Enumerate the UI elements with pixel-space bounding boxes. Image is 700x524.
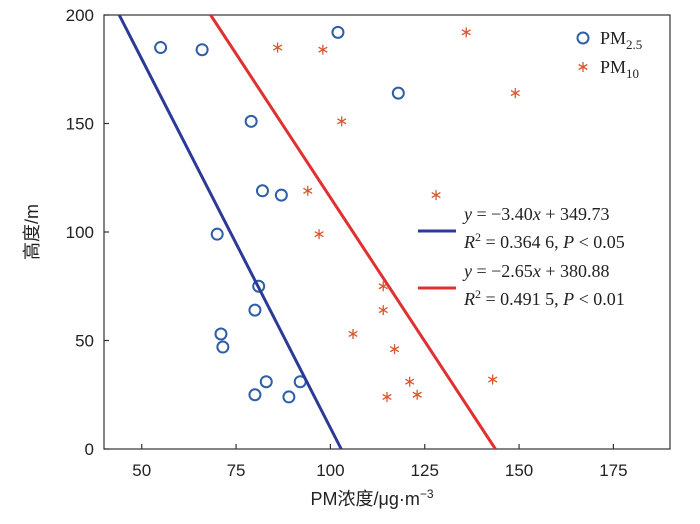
fit-equations: y = −3.40x + 349.73 R2 = 0.364 6, P < 0.0… bbox=[418, 204, 625, 309]
data-point-pm10 bbox=[303, 185, 313, 196]
y-tick-label: 50 bbox=[75, 332, 94, 351]
data-point-pm25 bbox=[154, 41, 168, 55]
data-point-pm25 bbox=[210, 227, 224, 241]
data-point-pm10 bbox=[272, 42, 283, 53]
legend-item-pm25-label: PM2.5 bbox=[600, 28, 642, 52]
data-point-pm25 bbox=[259, 375, 273, 389]
data-point-pm10 bbox=[510, 88, 520, 99]
legend: PM2.5 PM10 bbox=[576, 28, 642, 81]
data-point-pm10 bbox=[378, 305, 388, 316]
data-point-pm10 bbox=[461, 27, 471, 38]
data-point-pm10 bbox=[337, 116, 347, 127]
regression-stats: R2 = 0.364 6, P < 0.05 bbox=[463, 230, 625, 252]
data-point-pm25 bbox=[244, 114, 258, 128]
data-point-pm10 bbox=[412, 389, 422, 400]
x-tick-label: 150 bbox=[505, 461, 533, 480]
regression-equation: y = −3.40x + 349.73 bbox=[462, 204, 609, 224]
fit-line-pm25 bbox=[117, 14, 343, 450]
data-point-pm10 bbox=[314, 229, 324, 240]
data-point-pm10 bbox=[389, 344, 400, 355]
data-point-pm10 bbox=[348, 328, 358, 339]
regression-stats: R2 = 0.491 5, P < 0.01 bbox=[463, 287, 625, 309]
x-tick-label: 175 bbox=[599, 461, 627, 480]
data-point-pm25 bbox=[331, 25, 345, 39]
legend-item-pm10-label: PM10 bbox=[600, 57, 639, 81]
data-point-pm10 bbox=[318, 44, 328, 55]
data-point-pm10 bbox=[487, 374, 498, 385]
data-point-pm25 bbox=[195, 43, 209, 57]
x-tick-label: 100 bbox=[316, 461, 344, 480]
data-point-pm25 bbox=[282, 390, 296, 404]
data-point-pm25 bbox=[252, 279, 266, 293]
x-axis-title: PM浓度/μg·m−3 bbox=[310, 487, 433, 509]
x-tick-label: 50 bbox=[132, 461, 151, 480]
fit-line-pm10 bbox=[209, 14, 497, 450]
axes: 50 75 100 125 150 175 0 50 100 150 200 bbox=[66, 6, 628, 480]
y-tick-label: 100 bbox=[66, 223, 94, 242]
data-point-pm10 bbox=[431, 190, 441, 201]
data-point-pm10 bbox=[404, 376, 415, 387]
data-marks bbox=[154, 25, 520, 404]
data-point-pm25 bbox=[214, 327, 228, 341]
data-point-pm25 bbox=[274, 188, 288, 202]
data-point-pm10 bbox=[382, 391, 392, 402]
regression-equation: y = −2.65x + 380.88 bbox=[462, 261, 609, 281]
legend-marker-pm10 bbox=[578, 62, 588, 72]
data-point-pm25 bbox=[391, 86, 405, 100]
data-point-pm25 bbox=[248, 303, 262, 317]
x-tick-label: 75 bbox=[227, 461, 246, 480]
data-point-pm25 bbox=[216, 340, 230, 354]
fit-lines bbox=[117, 14, 497, 450]
data-point-pm25 bbox=[255, 184, 269, 198]
y-tick-label: 150 bbox=[66, 115, 94, 134]
legend-marker-pm25 bbox=[576, 31, 590, 45]
y-tick-label: 200 bbox=[66, 6, 94, 25]
y-tick-label: 0 bbox=[85, 440, 94, 459]
y-axis-title: 高度/m bbox=[22, 204, 42, 260]
data-point-pm25 bbox=[248, 388, 262, 402]
x-tick-label: 125 bbox=[411, 461, 439, 480]
